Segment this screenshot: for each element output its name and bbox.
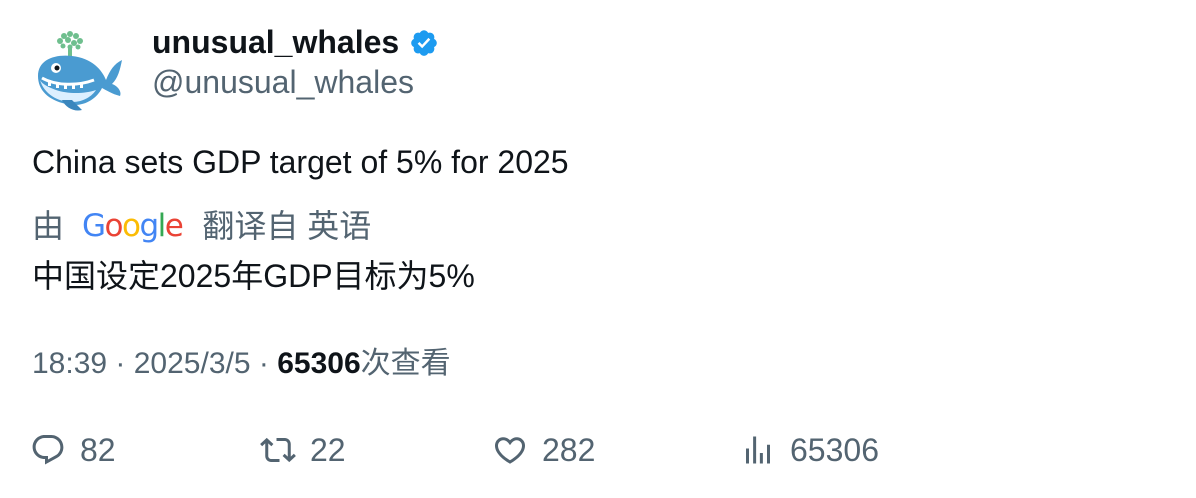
tweet-time[interactable]: 18:39 bbox=[32, 347, 108, 380]
like-button[interactable]: 282 bbox=[492, 430, 595, 470]
views-label: 次查看 bbox=[360, 347, 451, 380]
meta-separator: · bbox=[107, 347, 134, 380]
meta-separator: · bbox=[250, 347, 278, 380]
reply-icon bbox=[32, 435, 64, 465]
whale-icon bbox=[38, 31, 122, 111]
verified-badge-icon[interactable] bbox=[409, 28, 439, 58]
views-button[interactable]: 65306 bbox=[740, 430, 879, 470]
retweet-count: 22 bbox=[310, 432, 346, 468]
translated-text: 中国设定2025年GDP目标为5% bbox=[32, 258, 475, 294]
translation-attribution: 由 Google 翻译自 英语 bbox=[32, 206, 371, 246]
author-name-row: unusual_whales bbox=[152, 22, 439, 62]
tweet-date[interactable]: 2025/3/5 bbox=[133, 347, 251, 380]
views-action-count: 65306 bbox=[790, 432, 879, 468]
like-count: 282 bbox=[542, 432, 596, 468]
avatar[interactable] bbox=[32, 24, 126, 114]
retweet-button[interactable]: 22 bbox=[260, 430, 346, 470]
display-name[interactable]: unusual_whales bbox=[152, 24, 400, 60]
tweet-text: China sets GDP target of 5% for 2025 bbox=[32, 144, 569, 180]
views-count: 65306 bbox=[277, 347, 361, 380]
google-logo: Google bbox=[82, 208, 184, 244]
heart-icon bbox=[494, 437, 526, 464]
user-handle[interactable]: @unusual_whales bbox=[152, 64, 414, 100]
reply-count: 82 bbox=[80, 432, 116, 468]
tweet-meta: 18:39 · 2025/3/5 · 65306 次查看 bbox=[32, 344, 451, 384]
reply-button[interactable]: 82 bbox=[30, 430, 116, 470]
translation-by-label: 由 bbox=[32, 208, 65, 244]
analytics-icon bbox=[746, 436, 770, 464]
retweet-icon bbox=[260, 437, 296, 463]
translation-source-label[interactable]: 翻译自 英语 bbox=[202, 208, 372, 244]
